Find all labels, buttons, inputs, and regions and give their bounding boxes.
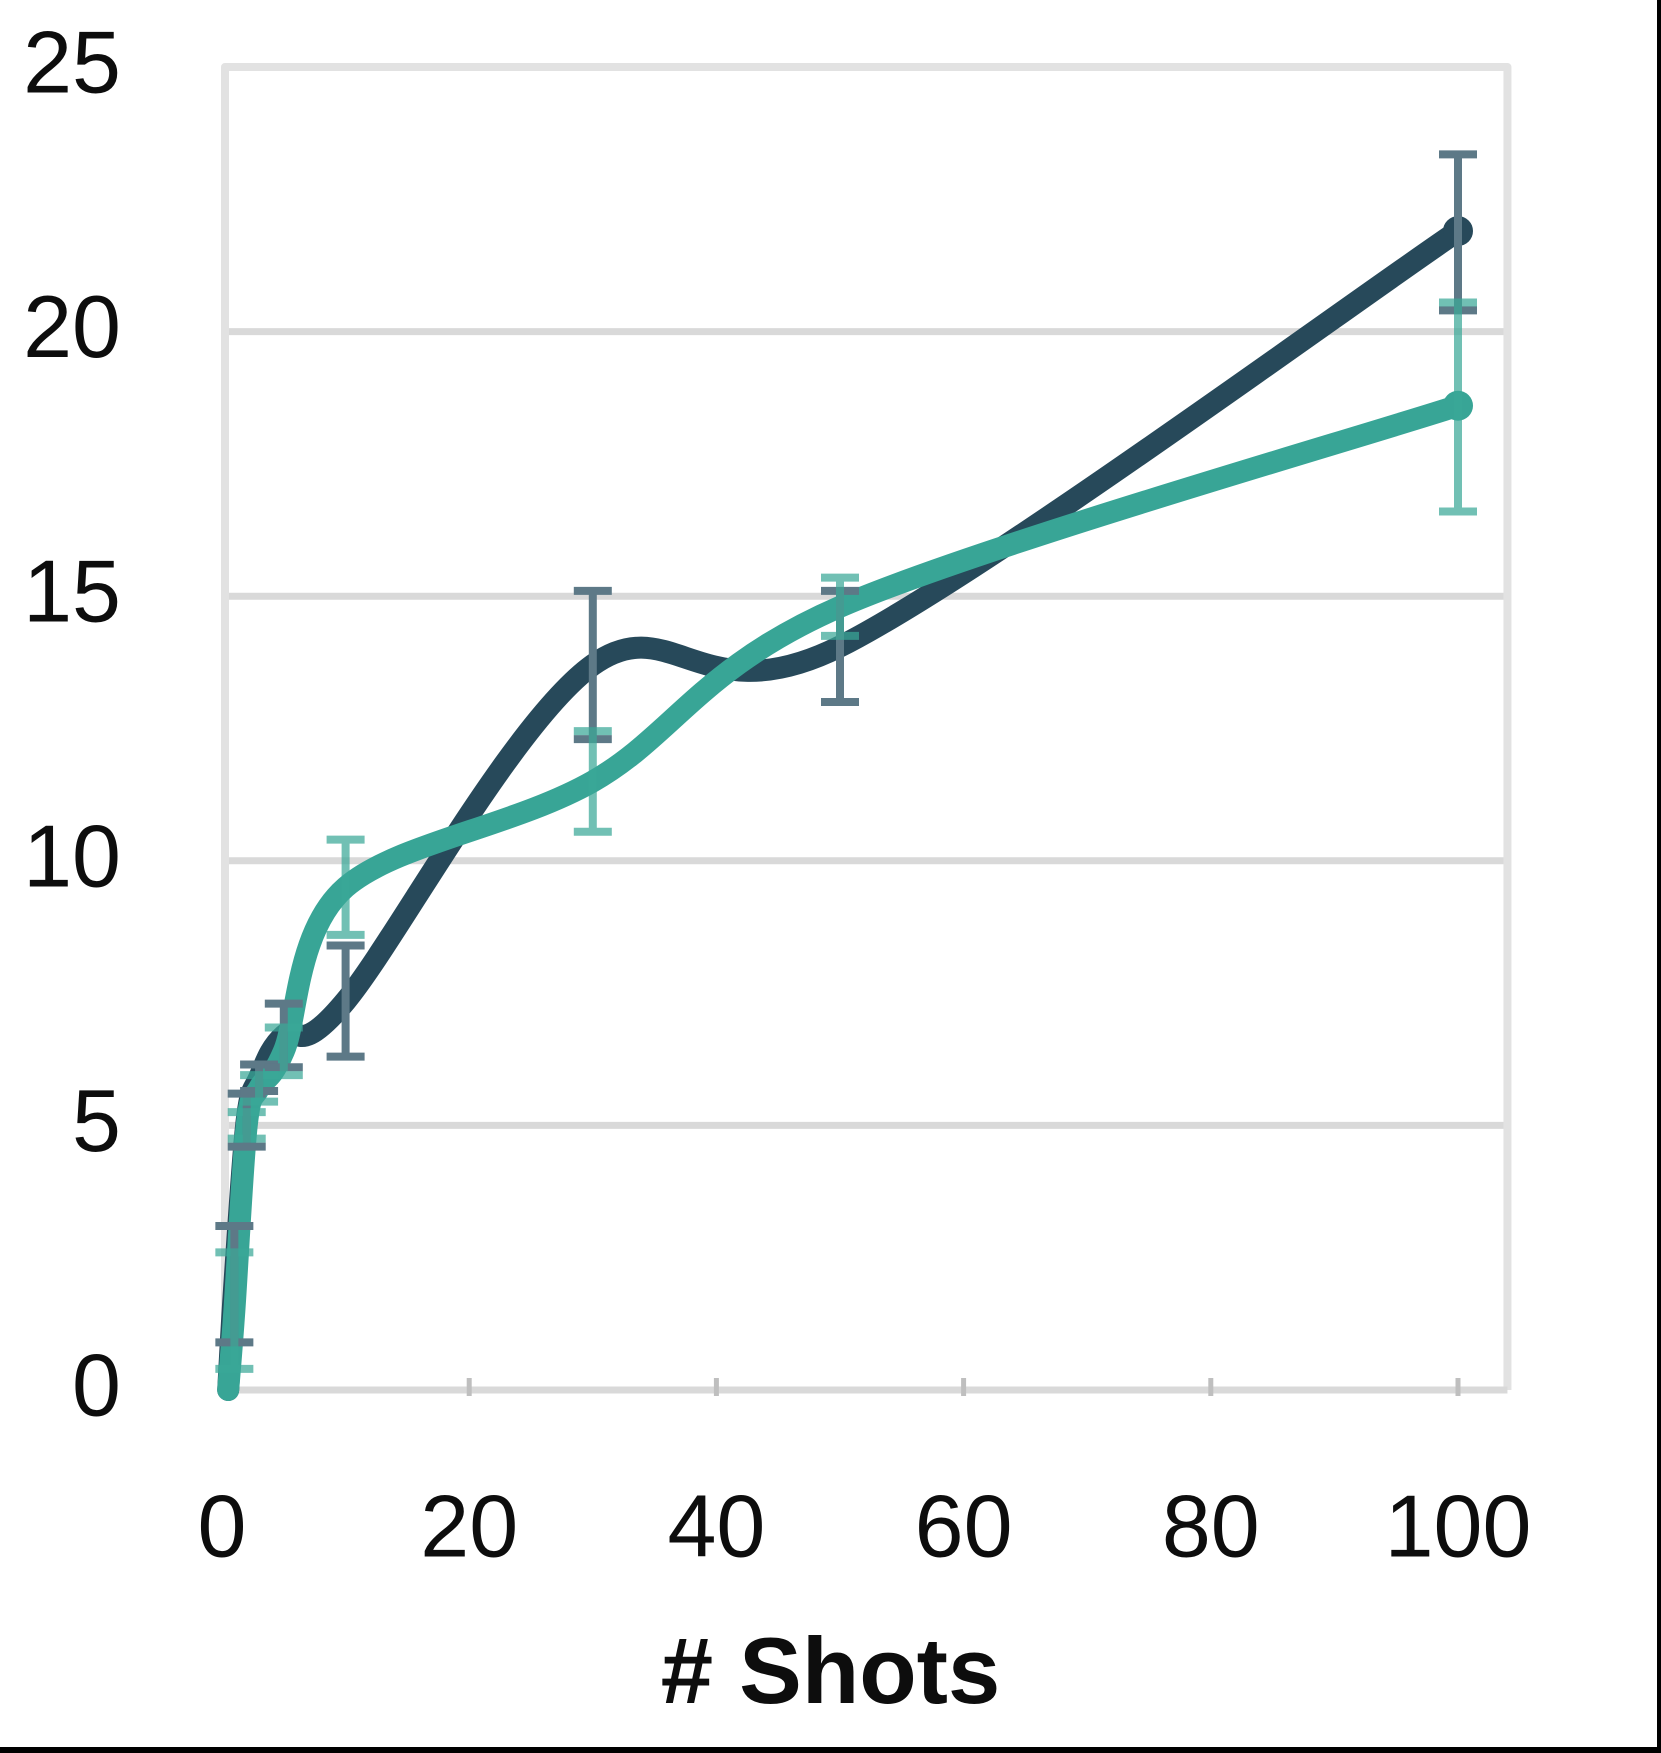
x-tick-label: 40 bbox=[667, 1477, 765, 1576]
y-tick-label: 10 bbox=[23, 806, 121, 905]
x-tick-label: 60 bbox=[915, 1477, 1013, 1576]
dark-slate-series-line bbox=[217, 220, 1469, 1401]
teal-series-error-bar bbox=[215, 1248, 254, 1373]
y-tick-label: 25 bbox=[23, 13, 121, 112]
teal-series-line bbox=[217, 394, 1469, 1401]
y-tick-label: 0 bbox=[72, 1336, 121, 1435]
y-tick-label: 20 bbox=[23, 277, 121, 376]
teal-series-error-bar bbox=[326, 835, 365, 939]
bottom-border-rule bbox=[0, 1747, 1661, 1753]
plot-border bbox=[221, 63, 1512, 1390]
y-tick-label: 15 bbox=[23, 542, 121, 641]
teal-series-error-bar bbox=[264, 1023, 303, 1080]
x-tick-label: 80 bbox=[1162, 1477, 1260, 1576]
x-tick-label: 0 bbox=[198, 1477, 247, 1576]
x-axis-title: # Shots bbox=[660, 1618, 1001, 1723]
teal-series-error-bar bbox=[573, 727, 612, 836]
teal-series-error-bar bbox=[821, 573, 859, 640]
x-tick-label: 100 bbox=[1385, 1477, 1532, 1576]
teal-series-error-bar bbox=[1439, 298, 1477, 516]
x-tick-label: 20 bbox=[420, 1477, 518, 1576]
y-tick-label: 5 bbox=[72, 1071, 121, 1170]
dark-slate-series-error-bar bbox=[326, 941, 365, 1061]
teal-series-error-bar bbox=[227, 1108, 266, 1143]
right-border-rule bbox=[1657, 0, 1661, 1753]
